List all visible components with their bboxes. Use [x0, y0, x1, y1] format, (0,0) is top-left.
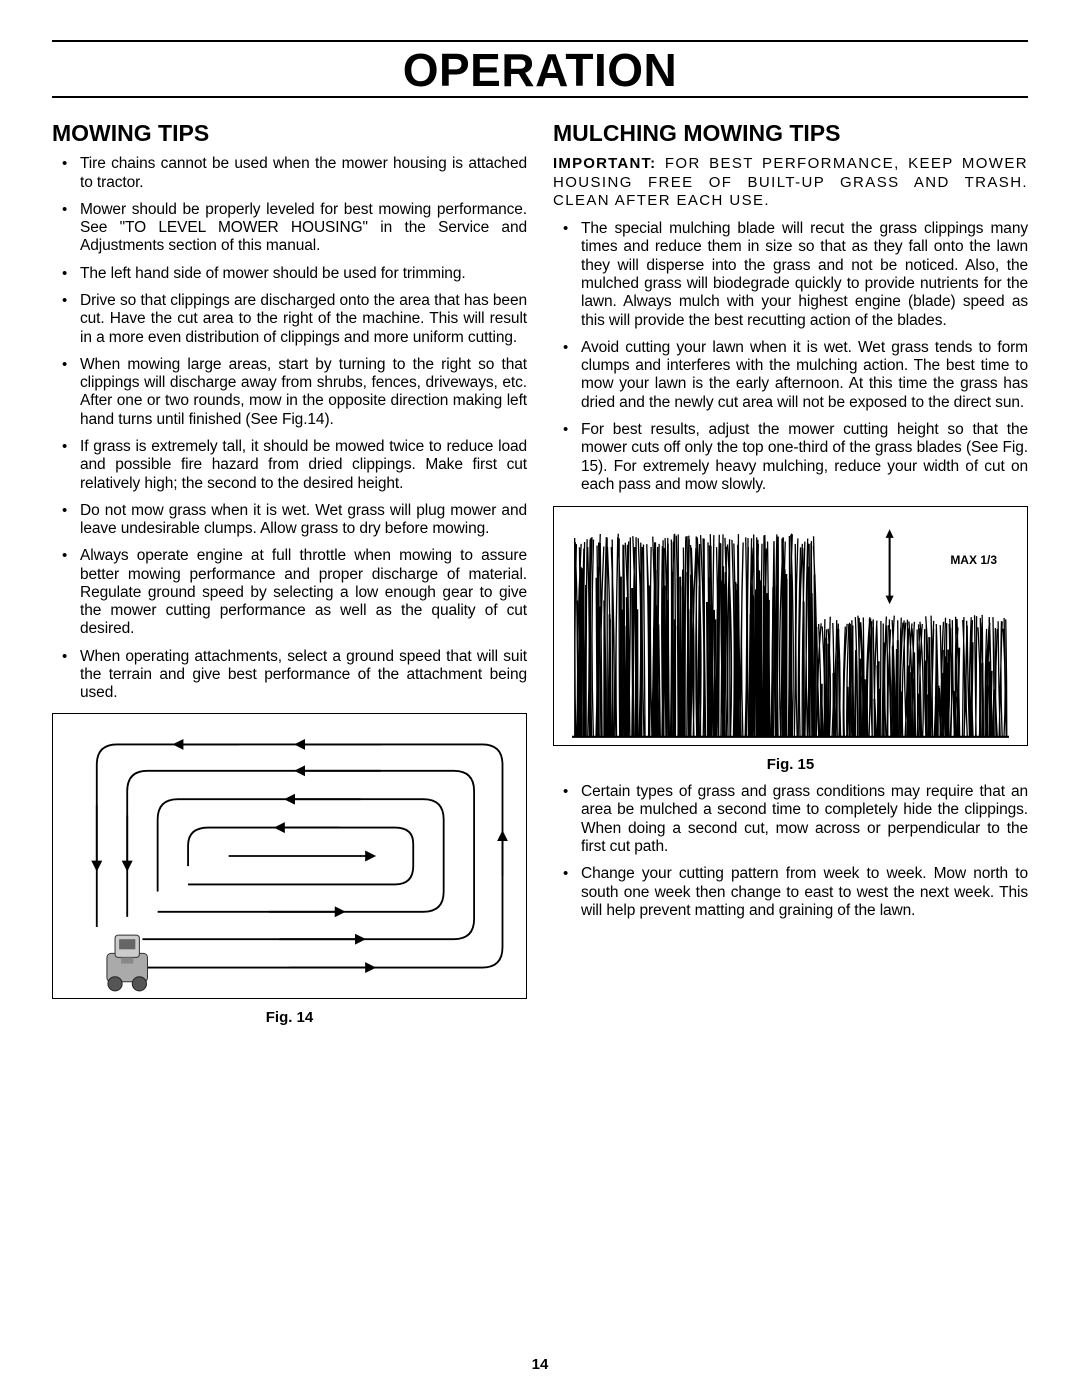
page-number: 14: [0, 1356, 1080, 1373]
tip-item: Always operate engine at full throttle w…: [52, 547, 527, 638]
tip-item: When operating attachments, select a gro…: [52, 648, 527, 703]
mowing-tips-heading: MOWING TIPS: [52, 120, 527, 147]
tip-item: The left hand side of mower should be us…: [52, 265, 527, 283]
page-title: OPERATION: [52, 46, 1028, 94]
tip-item: When mowing large areas, start by turnin…: [52, 356, 527, 429]
figure-15-svg: [568, 525, 1013, 739]
content-columns: MOWING TIPS Tire chains cannot be used w…: [52, 116, 1028, 1035]
tip-item: Do not mow grass when it is wet. Wet gra…: [52, 502, 527, 539]
figure-14-caption: Fig. 14: [52, 1009, 527, 1026]
figure-15-caption: Fig. 15: [553, 756, 1028, 773]
rule-bottom: [52, 96, 1028, 98]
figure-14-box: [52, 713, 527, 999]
max-one-third-label: MAX 1/3: [950, 553, 997, 567]
figure-15-box: MAX 1/3: [553, 506, 1028, 746]
tip-item: Drive so that clippings are discharged o…: [52, 292, 527, 347]
tip-item: Change your cutting pattern from week to…: [553, 865, 1028, 920]
tip-item: If grass is extremely tall, it should be…: [52, 438, 527, 493]
important-label: IMPORTANT:: [553, 155, 656, 172]
rule-top: [52, 40, 1028, 42]
mulching-tips-list-b: Certain types of grass and grass conditi…: [553, 783, 1028, 920]
tip-item: Certain types of grass and grass conditi…: [553, 783, 1028, 856]
tip-item: The special mulching blade will recut th…: [553, 220, 1028, 330]
important-note: IMPORTANT: FOR BEST PERFORMANCE, KEEP MO…: [553, 155, 1028, 210]
mowing-tips-list: Tire chains cannot be used when the mowe…: [52, 155, 527, 702]
left-column: MOWING TIPS Tire chains cannot be used w…: [52, 116, 527, 1035]
tip-item: Mower should be properly leveled for bes…: [52, 201, 527, 256]
tip-item: Tire chains cannot be used when the mowe…: [52, 155, 527, 192]
mulching-tips-heading: MULCHING MOWING TIPS: [553, 120, 1028, 147]
tip-item: Avoid cutting your lawn when it is wet. …: [553, 339, 1028, 412]
tip-item: For best results, adjust the mower cutti…: [553, 421, 1028, 494]
figure-14-svg: [53, 714, 526, 998]
mulching-tips-list-a: The special mulching blade will recut th…: [553, 220, 1028, 494]
right-column: MULCHING MOWING TIPS IMPORTANT: FOR BEST…: [553, 116, 1028, 1035]
